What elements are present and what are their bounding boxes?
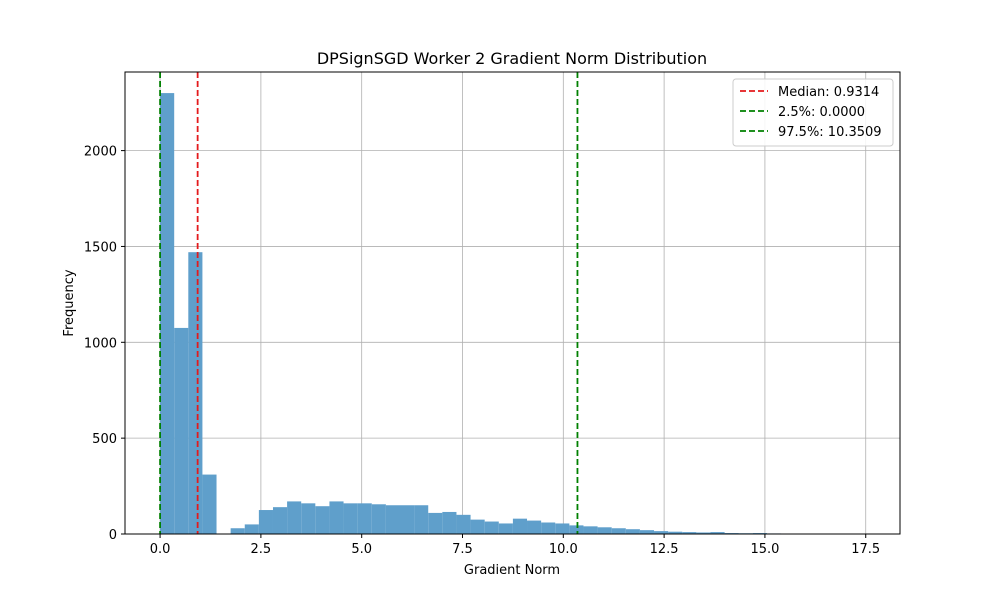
y-tick-label: 1500: [84, 240, 117, 255]
x-tick-label: 0.0: [150, 542, 171, 557]
histogram-bar: [174, 327, 189, 534]
histogram-bar: [160, 93, 175, 535]
histogram-bar: [428, 512, 443, 534]
legend: Median: 0.9314 2.5%: 0.0000 97.5%: 10.3509: [732, 78, 894, 147]
x-axis-label: Gradient Norm: [464, 563, 560, 578]
legend-box: [732, 78, 894, 147]
histogram-bar: [301, 503, 316, 534]
histogram-bar: [696, 532, 711, 534]
histogram-bar: [414, 505, 429, 534]
histogram-bar: [512, 518, 528, 534]
histogram-bar: [188, 252, 203, 535]
plot-frame: [124, 71, 901, 535]
histogram-bar: [527, 520, 542, 534]
histogram-bar: [470, 519, 485, 534]
y-axis-label: Frequency: [62, 269, 77, 336]
histogram-bar: [230, 528, 245, 534]
x-tick-label: 17.5: [851, 542, 880, 557]
x-tick-label: 2.5: [251, 542, 272, 557]
histogram-bar: [498, 523, 513, 534]
histogram-bar: [371, 504, 386, 534]
histogram-bar: [583, 526, 598, 534]
histogram-bar: [385, 505, 400, 534]
histogram-bar: [357, 503, 372, 534]
y-tick-label: 1000: [84, 336, 117, 351]
histogram-bars: [160, 93, 866, 535]
legend-entry-label: 97.5%: 10.3509: [778, 125, 882, 140]
histogram-bar: [682, 532, 697, 534]
histogram-bar: [639, 530, 655, 534]
histogram-bar: [555, 523, 570, 534]
histogram-bar: [484, 521, 499, 534]
histogram-bar: [611, 528, 626, 534]
histogram-bar: [343, 503, 358, 534]
histogram-bar: [329, 501, 344, 534]
histogram-bar: [625, 529, 640, 534]
y-tick-label: 2000: [84, 145, 117, 160]
histogram-bar: [202, 474, 217, 534]
histogram-bar: [710, 532, 725, 534]
histogram-bar: [442, 511, 457, 534]
histogram-bar: [654, 531, 669, 534]
histogram-bar: [456, 514, 471, 534]
y-axis: 0 500 1000 1500 2000: [84, 145, 125, 543]
x-tick-label: 5.0: [351, 542, 372, 557]
histogram-bar: [668, 531, 683, 534]
histogram-bar: [272, 507, 288, 534]
x-tick-label: 10.0: [549, 542, 578, 557]
legend-entry-label: 2.5%: 0.0000: [778, 105, 865, 120]
histogram-bar: [400, 505, 415, 534]
reference-lines: [159, 72, 579, 534]
histogram-bar: [258, 510, 273, 534]
x-tick-label: 15.0: [750, 542, 779, 557]
histogram-bar: [597, 527, 612, 534]
x-axis: 0.0 2.5 5.0 7.5 10.0 12.5 15.0 17.5: [150, 534, 880, 557]
chart-title: DPSignSGD Worker 2 Gradient Norm Distrib…: [317, 49, 707, 68]
x-tick-label: 7.5: [452, 542, 473, 557]
legend-entry-label: Median: 0.9314: [778, 85, 879, 100]
histogram-bar: [315, 506, 330, 534]
x-tick-label: 12.5: [650, 542, 679, 557]
histogram-bar: [287, 501, 302, 534]
y-tick-label: 500: [92, 432, 117, 447]
y-tick-label: 0: [109, 528, 117, 543]
histogram-bar: [541, 522, 556, 534]
histogram-bar: [244, 524, 259, 534]
histogram-bar: [569, 525, 584, 534]
